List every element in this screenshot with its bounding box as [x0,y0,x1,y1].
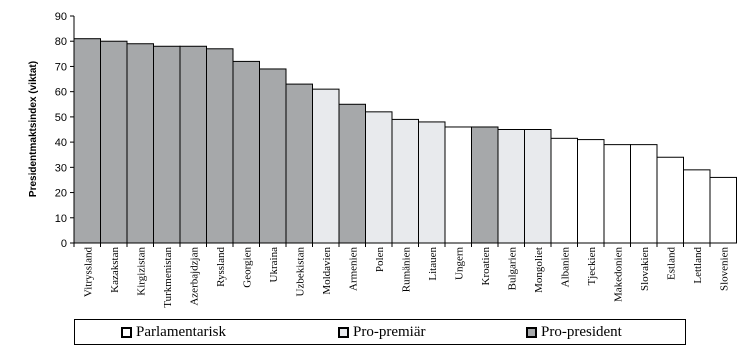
legend-label: Pro-premiär [353,324,426,340]
y-tick-label: 60 [55,87,67,99]
y-tick-label: 70 [55,61,67,73]
legend-label: Pro-president [541,324,622,340]
bar [365,111,393,244]
x-tick-label: Lettland [692,247,704,284]
x-tick-label: Turkmenistan [162,247,174,308]
y-tick-label: 30 [55,162,67,174]
x-tick-label: Estland [665,247,677,280]
x-tick-label: Kroatien [480,247,492,286]
x-tick-label: Albanien [559,247,571,288]
x-tick-label: Armenien [347,247,359,291]
legend-swatch [121,327,132,338]
x-tick-label: Ungern [453,247,465,280]
x-tick-label: Polen [374,247,386,273]
y-tick-label: 40 [55,137,67,149]
y-axis-ticks: 0 10 20 30 40 50 60 70 80 90 [55,11,74,250]
x-axis-ticks [73,243,711,247]
y-tick-label: 10 [55,213,67,225]
bar [285,83,313,244]
x-tick-label: Litauen [427,247,439,281]
bar [73,38,101,244]
bar [683,169,711,244]
x-tick-label: Moldavien [321,247,333,295]
bar [550,137,578,244]
x-tick-label: Uzbekistan [294,247,306,297]
legend: Parlamentarisk Pro-premiär Pro-president [74,319,686,345]
legend-item-pro-premiar: Pro-premiär [338,324,425,341]
bar [126,43,154,244]
bars [73,38,737,244]
bar [391,118,419,244]
bar [630,144,658,244]
legend-swatch [526,327,537,338]
x-tick-label: Kazakstan [109,247,121,293]
bar [312,88,340,244]
bar [206,48,234,244]
x-tick-label: Azerbajdzjan [188,247,200,306]
x-tick-label: Rumänien [400,247,412,293]
legend-label: Parlamentarisk [136,324,226,340]
bar [232,60,260,244]
x-tick-label: Georgien [241,247,253,288]
x-tick-label: Ryssland [215,247,227,287]
x-tick-label: Slovenien [718,247,730,291]
x-tick-label: Mongoliet [533,247,545,293]
y-axis-label: Presidentmaktsindex (viktat) [28,61,39,197]
bar [179,45,207,244]
x-tick-label: Vitryssland [82,247,94,298]
x-tick-label: Ukraina [268,247,280,283]
x-tick-label: Makedonien [612,247,624,302]
x-tick-label: Slovakien [639,247,651,291]
bar [444,126,472,244]
legend-item-pro-president: Pro-president [526,324,622,341]
legend-item-parlamentarisk: Parlamentarisk [121,324,226,341]
y-tick-label: 50 [55,112,67,124]
y-tick-label: 20 [55,188,67,200]
y-tick-label: 0 [61,238,67,250]
bar [471,126,499,244]
x-tick-label: Tjeckien [586,247,598,286]
bar [100,40,128,244]
bar [524,129,552,244]
x-tick-label: Bulgarien [506,247,518,291]
bar [418,121,446,244]
bar [497,129,525,244]
x-tick-label: Kirgizistan [135,247,147,296]
y-tick-label: 90 [55,11,67,23]
bar [577,139,605,244]
bar [338,103,366,244]
bar [656,156,684,244]
bar [153,45,181,244]
legend-swatch [338,327,349,338]
y-axis-title: Presidentmaktsindex (viktat) [28,61,39,197]
bar [259,68,287,244]
bar [603,144,631,244]
y-tick-label: 80 [55,36,67,48]
bar [709,176,737,244]
x-axis-categories: Vitryssland Kazakstan Kirgizistan Turkmenis… [82,247,730,308]
